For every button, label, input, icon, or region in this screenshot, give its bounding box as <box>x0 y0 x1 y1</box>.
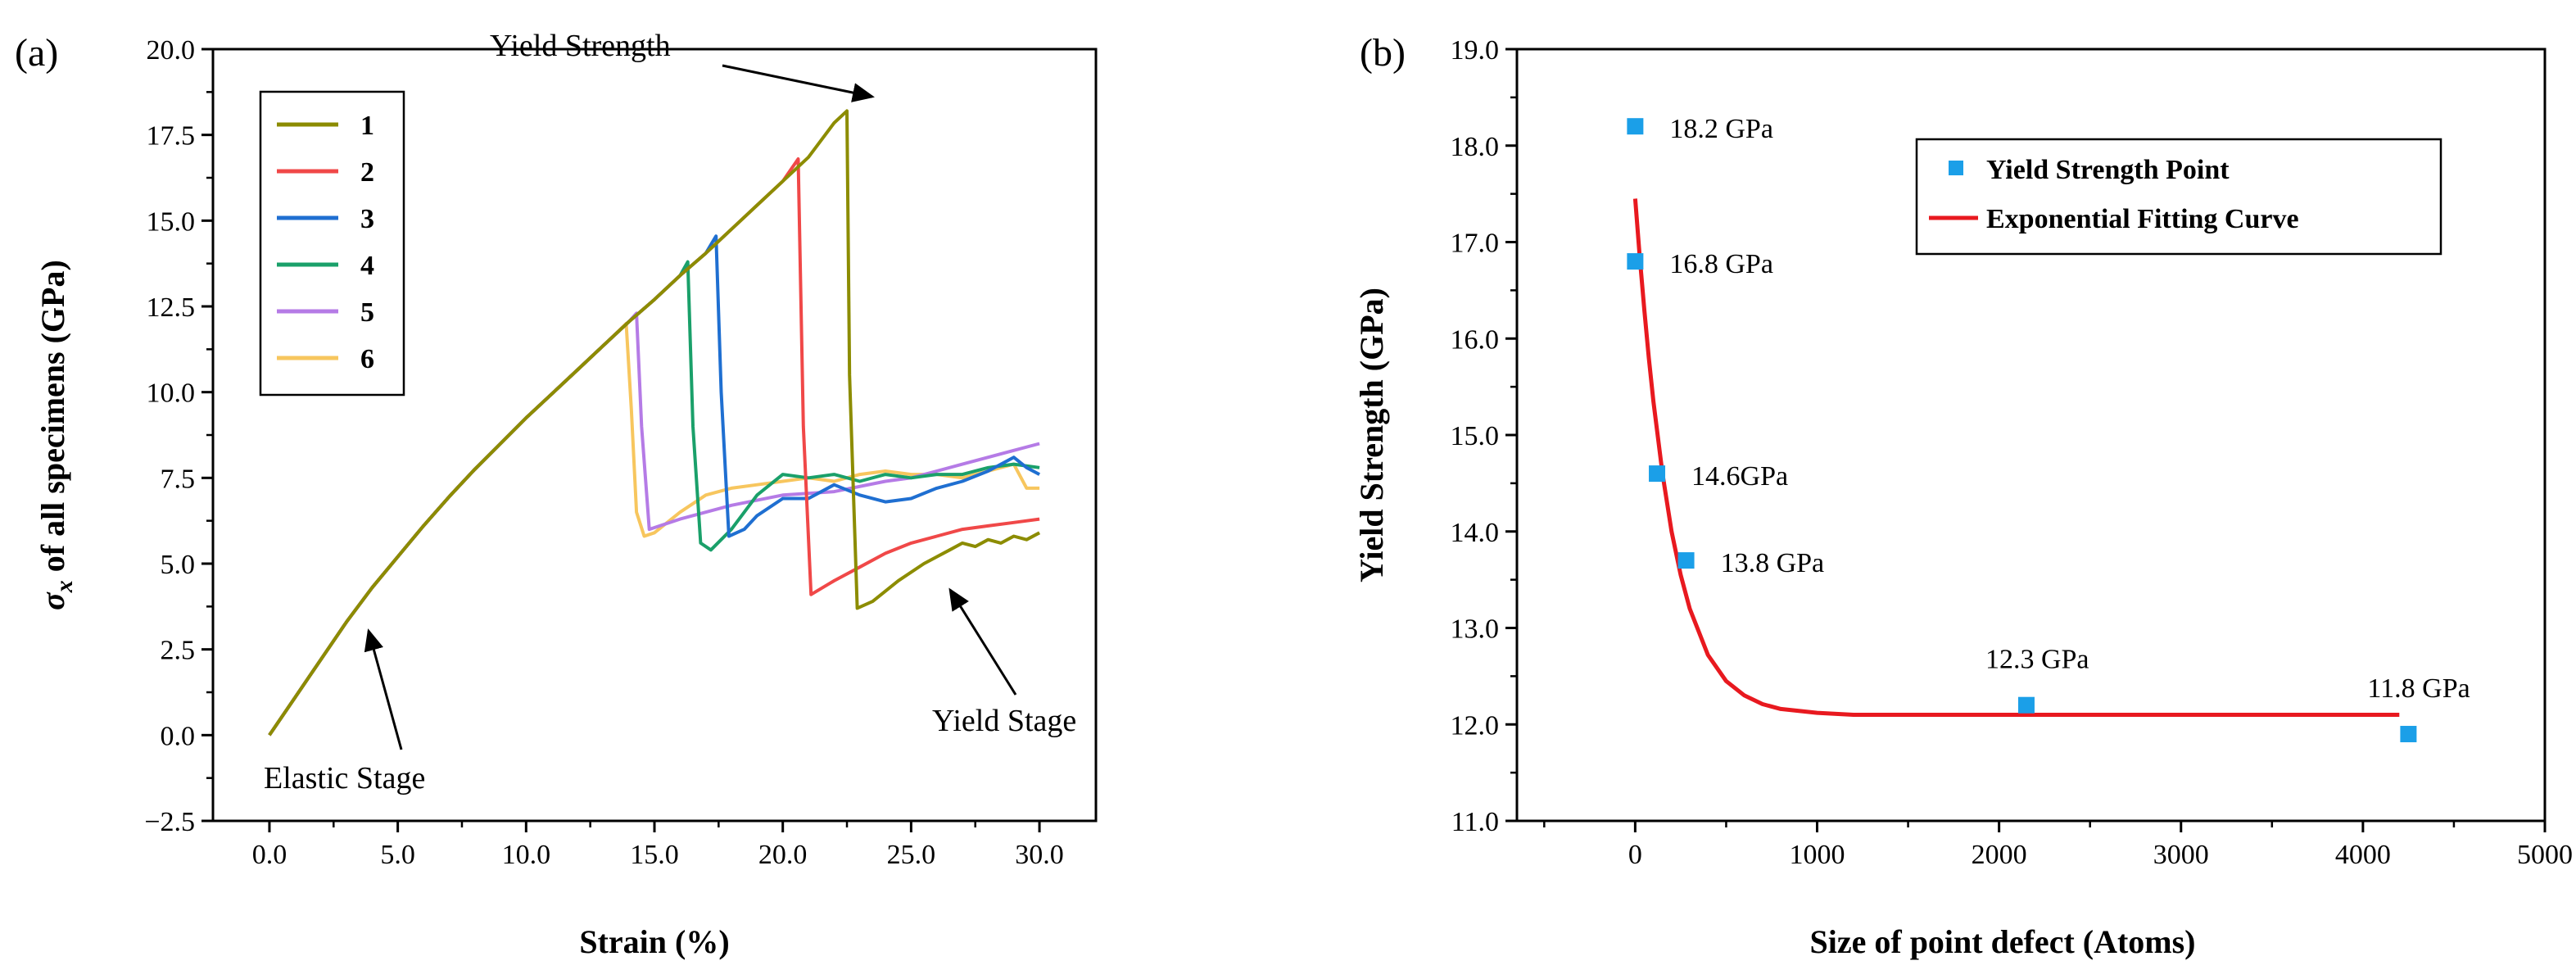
x-tick-label-a: 25.0 <box>887 840 936 870</box>
y-axis-a: −2.5 0.0 2.5 5.0 7.5 10.0 12.5 15.0 17.5 20.0 <box>144 35 213 837</box>
legend-a <box>259 90 405 397</box>
y-tick-label-b: 11.0 <box>1451 807 1499 837</box>
panel-label-b: (b) <box>1360 31 1406 75</box>
legend-label-yield-point: Yield Strength Point <box>1986 155 2230 185</box>
x-axis-a: 0.0 5.0 10.0 15.0 20.0 25.0 30.0 <box>252 821 1064 870</box>
y-tick-label-a: 12.5 <box>147 292 196 323</box>
series-group-b: 18.2 GPa 16.8 GPa 14.6GPa 13.8 GPa 12.3 GPa 1… <box>1627 114 2470 743</box>
arrow-yield-strength <box>722 64 875 102</box>
y-tick-label-a: 0.0 <box>161 721 196 751</box>
y-tick-label-a: −2.5 <box>144 807 195 837</box>
x-tick-label-b: 1000 <box>1790 840 1845 870</box>
data-point-label: 14.6GPa <box>1691 461 1788 492</box>
legend-label-6: 6 <box>360 344 374 374</box>
y-tick-label-a: 2.5 <box>161 636 196 666</box>
arrow-elastic-stage <box>364 628 403 750</box>
data-point-label: 11.8 GPa <box>2367 673 2470 704</box>
annotation-elastic-stage: Elastic Stage <box>264 761 425 795</box>
data-point-label: 13.8 GPa <box>1721 548 1825 578</box>
legend-b <box>1915 138 2442 256</box>
panel-label-a: (a) <box>15 31 58 75</box>
annotation-yield-strength: Yield Strength <box>490 29 671 63</box>
y-tick-label-a: 15.0 <box>147 206 196 237</box>
legend-label-1: 1 <box>360 111 374 141</box>
x-tick-label-b: 4000 <box>2335 840 2391 870</box>
data-point-label: 12.3 GPa <box>1985 645 2089 675</box>
y-tick-label-b: 14.0 <box>1451 518 1500 548</box>
y-tick-label-a: 17.5 <box>147 121 196 152</box>
x-axis-label-b: Size of point defect (Atoms) <box>1810 923 2196 960</box>
y-tick-label-a: 5.0 <box>161 550 196 580</box>
x-tick-label-a: 5.0 <box>380 840 415 870</box>
x-axis-label-a: Strain (%) <box>579 923 729 960</box>
data-point-label: 16.8 GPa <box>1669 249 1773 279</box>
x-tick-label-a: 15.0 <box>630 840 679 870</box>
legend-marker-yield-point <box>1949 161 1963 175</box>
legend-label-5: 5 <box>360 297 374 328</box>
y-tick-label-b: 16.0 <box>1451 324 1500 355</box>
y-tick-label-b: 18.0 <box>1451 132 1500 162</box>
y-tick-label-a: 7.5 <box>161 464 196 494</box>
x-tick-label-a: 20.0 <box>758 840 808 870</box>
data-point <box>1649 465 1666 483</box>
x-tick-label-b: 0 <box>1628 840 1642 870</box>
legend-label-4: 4 <box>360 251 374 281</box>
data-point <box>1627 118 1644 135</box>
legend-label-2: 2 <box>360 157 374 188</box>
y-axis-label-a: σx of all specimens (GPa) <box>34 260 78 610</box>
y-tick-label-a: 10.0 <box>147 378 196 409</box>
arrow-yield-stage <box>948 587 1017 696</box>
legend-label-fit: Exponential Fitting Curve <box>1986 204 2299 234</box>
y-tick-label-b: 12.0 <box>1451 710 1500 741</box>
x-tick-label-a: 10.0 <box>502 840 551 870</box>
y-label-rest: of all specimens (GPa) <box>34 260 71 580</box>
data-point <box>2400 726 2417 743</box>
y-tick-label-b: 19.0 <box>1451 35 1500 66</box>
y-axis-label-b: Yield Strength (GPa) <box>1353 288 1390 582</box>
y-label-subscript: x <box>51 580 78 593</box>
y-label-symbol: σ <box>34 591 71 610</box>
x-tick-label-b: 2000 <box>1972 840 2027 870</box>
data-point-label: 18.2 GPa <box>1669 114 1773 144</box>
y-tick-label-b: 15.0 <box>1451 421 1500 451</box>
legend-label-3: 3 <box>360 204 374 234</box>
x-tick-label-b: 3000 <box>2153 840 2209 870</box>
data-point <box>2017 696 2035 714</box>
series-group-a <box>268 109 1041 737</box>
chart-a: (a) 0.0 5.0 10.0 15.0 20.0 25.0 30.0 −2.50.02.… <box>15 29 1098 960</box>
y-tick-label-b: 13.0 <box>1451 614 1500 645</box>
data-point <box>1677 552 1695 569</box>
x-axis-b: 0 1000 2000 3000 4000 5000 <box>1543 821 2573 870</box>
x-tick-label-a: 0.0 <box>252 840 287 870</box>
fit-curve <box>1632 198 2400 717</box>
y-tick-label-a: 20.0 <box>147 35 196 66</box>
legend-entries-a: 1 2 3 4 5 6 <box>277 111 374 374</box>
chart-b: (b) 0 1000 2000 3000 4000 5000 11.0 12.0 13.0 14… <box>1353 31 2573 960</box>
y-tick-label-b: 17.0 <box>1451 229 1500 259</box>
annotation-yield-stage: Yield Stage <box>932 704 1076 738</box>
series-line-1 <box>268 109 1041 737</box>
x-tick-label-b: 5000 <box>2517 840 2573 870</box>
data-point <box>1627 253 1644 270</box>
x-tick-label-a: 30.0 <box>1015 840 1064 870</box>
y-axis-b: 11.0 12.0 13.0 14.0 15.0 16.0 17.0 18.0 19.0 <box>1451 35 1517 837</box>
